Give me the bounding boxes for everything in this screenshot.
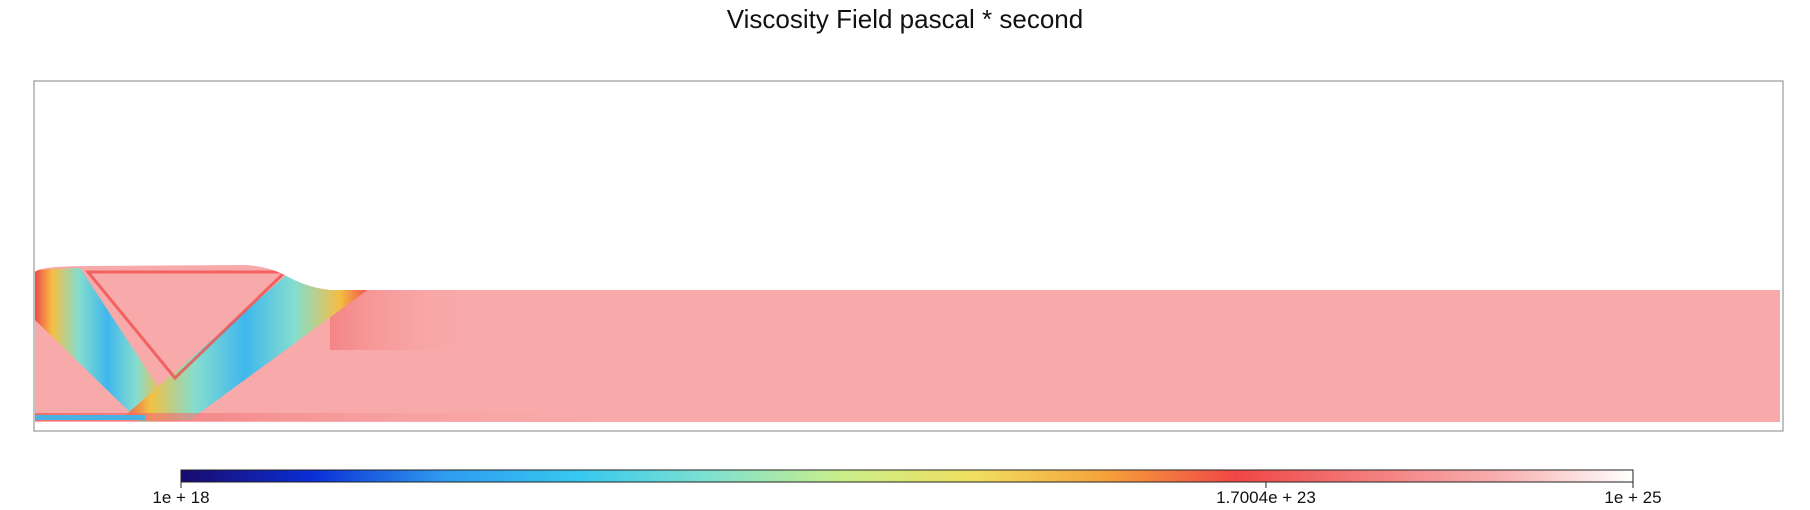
colorbar-gradient xyxy=(180,469,1634,483)
colorbar-ticks: 1e + 18 1.7004e + 23 1e + 25 xyxy=(152,482,1662,507)
wedge-outline xyxy=(84,270,289,381)
chart-title: Viscosity Field pascal * second xyxy=(726,4,1084,34)
bottom-edge-blue xyxy=(35,415,145,420)
shear-band-right xyxy=(120,272,370,420)
bottom-edge-streak xyxy=(35,413,635,421)
plot-frame xyxy=(33,80,1784,432)
colorbar-tick-label: 1e + 25 xyxy=(1604,488,1661,507)
colorbar-tick-label: 1.7004e + 23 xyxy=(1216,488,1316,507)
shear-band-left xyxy=(35,268,180,422)
viscosity-field xyxy=(35,265,1780,422)
colorbar: 1e + 18 1.7004e + 23 1e + 25 xyxy=(152,469,1662,507)
colorbar-tick-label: 1e + 18 xyxy=(152,488,209,507)
